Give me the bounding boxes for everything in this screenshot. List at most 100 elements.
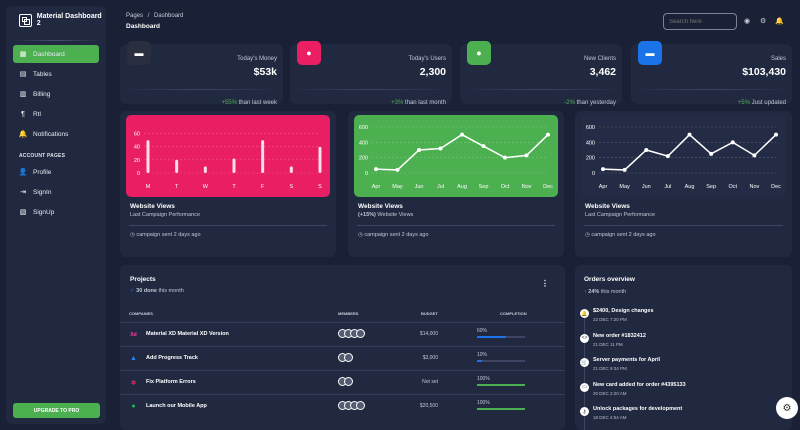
x-tick-label: F [261, 184, 265, 190]
stat-footer: +3% than last month [391, 100, 446, 106]
account-circle-icon[interactable]: ◉ [744, 18, 751, 25]
avatar[interactable] [356, 329, 365, 338]
series-line [375, 133, 549, 171]
projects-summary: ✓ 30 done this month [130, 288, 184, 294]
brand[interactable]: Material Dashboard 2 [6, 6, 106, 34]
breadcrumb-pages[interactable]: Pages [126, 13, 144, 19]
breadcrumb-separator: / [147, 13, 150, 19]
search-input[interactable] [663, 13, 737, 30]
stat-divider [631, 89, 792, 90]
chart-card: 0 20 40 60 M T W T F S S Website Views Last Campaign… [120, 111, 336, 257]
order-date: 20 DEC 2:20 AM [593, 390, 627, 396]
avatar[interactable] [344, 377, 353, 386]
sidebar-item-signup[interactable]: ▧ SignUp [13, 203, 99, 221]
stat-label: Today's Money [237, 56, 277, 62]
x-tick-label: Oct [728, 184, 737, 190]
completion-progress-fill [477, 360, 482, 362]
data-point [709, 151, 714, 156]
project-name: Fix Platform Errors [146, 379, 196, 385]
code-icon: <> [580, 333, 589, 343]
weekend-icon: ▬ [638, 41, 662, 65]
bar [203, 166, 207, 173]
projects-done-count: 30 done [136, 288, 157, 294]
sidebar-item-notifications[interactable]: 🔔 Notifications [13, 125, 99, 143]
data-point [481, 144, 486, 149]
sidebar-item-rtl[interactable]: ¶ Rtl [13, 105, 99, 123]
sidebar-item-billing[interactable]: ▥ Billing [13, 85, 99, 103]
order-date: 18 DEC 4:54 AM [593, 415, 627, 420]
upgrade-to-pro-button[interactable]: UPGRADE TO PRO [13, 403, 100, 418]
data-point [752, 153, 757, 158]
stat-value: 3,462 [589, 66, 616, 78]
orders-summary: ↑ 24% this month [584, 289, 626, 295]
data-point [503, 155, 507, 160]
member-avatars [338, 401, 365, 410]
data-point [438, 146, 443, 151]
sidebar-item-label: Dashboard [33, 50, 65, 58]
data-point [644, 148, 649, 152]
stat-divider [460, 89, 622, 90]
col-header-members: MEMBERS [338, 311, 359, 316]
order-title: Unlock packages for development [593, 406, 683, 412]
table-row[interactable]: ✱ Fix Platform Errors Not set 100% [120, 370, 565, 394]
stat-change-pct: +5% [737, 100, 750, 106]
table-row[interactable]: ▲ Add Progress Track $3,000 10% [120, 346, 565, 370]
x-tick-label: Jul [437, 184, 444, 190]
table-row[interactable]: Xd Material XD Material XD Version $14,000… [120, 322, 565, 346]
sidebar-item-profile[interactable]: 👤 Profile [13, 163, 99, 181]
settings-gear-icon[interactable]: ⚙ [760, 18, 767, 25]
completion-progress-fill [477, 336, 506, 338]
bar [289, 166, 293, 173]
y-tick-label: 40 [134, 145, 140, 151]
atlassian-icon: ▲ [130, 355, 137, 362]
login-icon: ⇥ [20, 189, 26, 196]
orders-overview-card: Orders overview ↑ 24% this month 🔔 $2400,… [575, 265, 792, 430]
data-point [460, 132, 464, 137]
x-tick-label: Jun [415, 184, 424, 190]
table-row[interactable]: ● Launch our Mobile App $20,500 100% [120, 394, 565, 418]
completion-label: 10% [477, 352, 488, 358]
series-line [602, 133, 777, 171]
stat-change-pct: -2% [564, 100, 575, 106]
chart-svg: 0 20 40 60 M T W T F S S [134, 132, 322, 190]
y-tick-label: 0 [137, 171, 140, 177]
orders-title: Orders overview [584, 276, 635, 283]
stat-footer: +55% than last week [221, 100, 277, 106]
x-tick-label: May [392, 184, 403, 190]
project-budget: $14,000 [419, 331, 438, 337]
page-title: Dashboard [126, 23, 160, 30]
completion-progress-bar [477, 384, 525, 386]
stat-divider [120, 89, 283, 90]
x-tick-label: T [232, 184, 236, 190]
schedule-clock-icon: ◷ [130, 232, 137, 238]
chart-subtitle: Last Campaign Performance [130, 212, 201, 218]
avatar[interactable] [356, 401, 365, 410]
x-tick-label: W [203, 184, 209, 190]
completion-label: 100% [477, 400, 490, 406]
orders-pct: 24% [588, 289, 600, 295]
y-tick-label: 0 [592, 171, 595, 177]
settings-fab-gear-icon[interactable]: ⚙ [776, 397, 798, 419]
cart-icon: 🛒 [580, 358, 589, 367]
x-tick-label: Sep [706, 184, 716, 190]
completion-progress-fill [477, 408, 525, 410]
format-textdirection-icon: ¶ [21, 110, 25, 118]
receipt-icon: ▥ [19, 91, 27, 98]
more-vert-icon[interactable]: ⋮ [541, 279, 549, 288]
projects-title: Projects [130, 276, 156, 283]
sidebar-item-tables[interactable]: ▤ Tables [13, 65, 99, 83]
chart-area: 0 200 400 600 Apr May Jun Jul Aug Sep Oct Nov Dec [354, 115, 558, 197]
avatar[interactable] [344, 353, 353, 362]
col-header-companies: COMPANIES [129, 311, 153, 316]
notifications-bell-icon[interactable]: 🔔 [775, 18, 784, 25]
x-tick-label: Dec [543, 184, 553, 190]
chart-card: 0 200 400 600 Apr May Jun Jul Aug Sep Oct Nov Dec Web… [575, 111, 792, 257]
order-title: $2400, Design changes [593, 308, 654, 314]
x-tick-label: Dec [771, 184, 781, 190]
dashboard-logo-icon [19, 13, 32, 27]
sidebar-item-dashboard[interactable]: ▦ Dashboard [13, 45, 99, 63]
sidebar-item-signin[interactable]: ⇥ SignIn [13, 183, 99, 201]
chart-subtitle: (+15%) Website Views [358, 212, 413, 218]
chart-area: 0 20 40 60 M T W T F S S [126, 115, 330, 197]
completion-label: 100% [477, 376, 490, 382]
